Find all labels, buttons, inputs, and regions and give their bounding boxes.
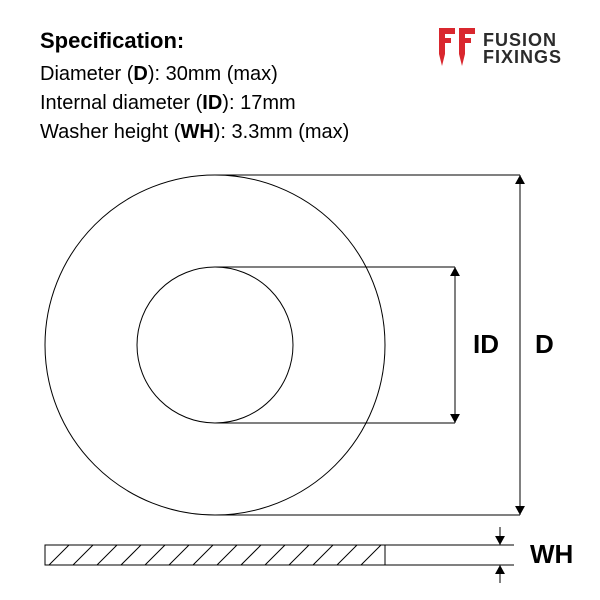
label-wh: WH	[530, 539, 573, 570]
label-d: D	[535, 329, 554, 360]
washer-diagram	[0, 0, 600, 600]
label-id: ID	[473, 329, 499, 360]
